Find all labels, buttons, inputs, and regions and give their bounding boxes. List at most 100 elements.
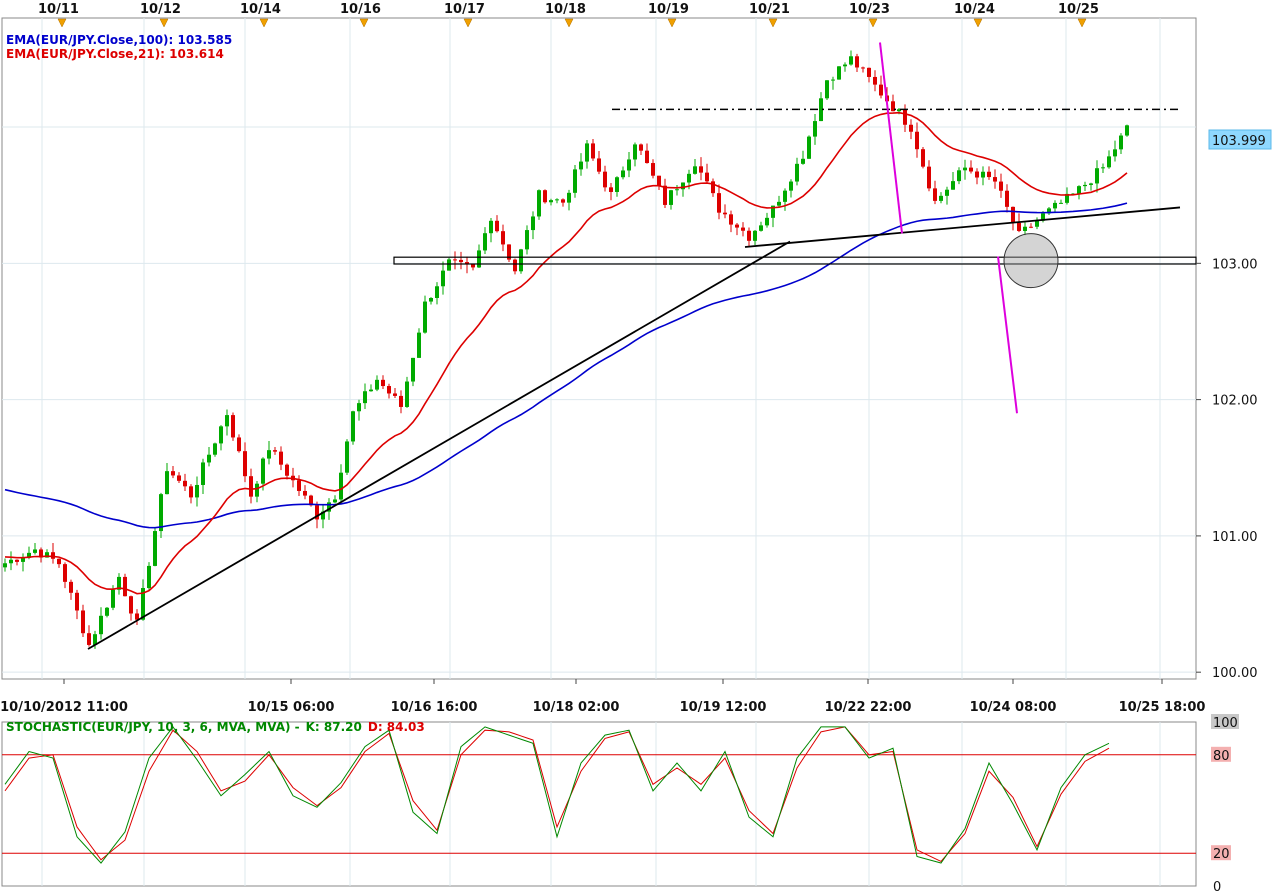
candle-up [1065,193,1069,203]
candle-down [699,166,703,173]
stochastic-panel-frame [1,721,1197,887]
candle-up [255,483,259,497]
candle-down [507,244,511,260]
pink-line-upper [879,42,903,234]
ema-21-line [4,111,1128,595]
candle-up [33,549,37,553]
top-date-marker-triangle [463,18,473,28]
candle-down [399,395,403,407]
candle-up [1083,184,1087,187]
stochastic-name: STOCHASTIC(EUR/JPY, 10, 3, 6, MVA, MVA) … [6,720,300,734]
last-price-tag: 103.999 [1208,129,1272,150]
x-tick-label: 10/25 18:00 [1119,700,1206,715]
candle-down [999,181,1003,191]
candle-down [987,171,991,178]
stochastic-level-badge [1211,878,1223,893]
candle-down [471,264,475,268]
candle-up [9,559,13,564]
grid [1,17,1197,887]
stochastic-d-line [4,726,1110,863]
candle-down [273,450,277,452]
candle-up [585,143,589,162]
candle-down [723,212,727,215]
candle-down [231,415,235,438]
candle-up [435,286,439,298]
top-date-marker-triangle [159,18,169,28]
candle-up [369,389,373,392]
candle-up [753,230,757,241]
candle-down [63,564,67,582]
candle-down [309,495,313,506]
candle-up [333,499,337,503]
candle-up [327,502,331,512]
candle-up [213,443,217,455]
candle-up [675,189,679,191]
candle-up [687,173,691,183]
candle-up [519,249,523,272]
candle-down [189,486,193,498]
candle-down [609,187,613,192]
top-date-marker-triangle [359,18,369,28]
candle-up [579,161,583,170]
candle-up [3,563,7,568]
candle-down [39,549,43,558]
candle-up [1107,156,1111,168]
candle-down [645,150,649,164]
candle-down [303,490,307,496]
x-tick-label: 10/19 12:00 [680,700,767,715]
candle-down [381,379,385,387]
candle-down [855,56,859,68]
highlight-circle [1003,233,1059,289]
candle-down [453,259,457,261]
stochastic-panel: 100 80 20 0 [2,714,1239,894]
candle-down [249,476,253,497]
candle-down [891,101,895,112]
candle-up [375,379,379,390]
candle-down [879,84,883,96]
candle-down [651,163,655,176]
x-tick-label: 10/24 08:00 [970,700,1057,715]
candle-down [501,231,505,245]
candle-up [1047,208,1051,214]
candle-down [933,188,937,201]
ema-lines [4,111,1128,595]
stochastic-k-line [4,726,1110,864]
candle-down [57,558,61,565]
top-date-marker-triangle [1077,18,1087,28]
candle-up [1101,167,1105,169]
axes: 100.00 101.00 102.00 103.00 10/10/2012 11:00… [0,257,1257,715]
candle-up [555,199,559,201]
candle-down [135,613,139,620]
candle-up [963,167,967,171]
candle-down [717,193,721,213]
y-tick-label: 100.00 [1212,666,1258,681]
candle-up [111,589,115,608]
candle-up [363,391,367,404]
candle-up [681,182,685,190]
candle-up [351,411,355,442]
x-tick-label: 10/16 16:00 [391,700,478,715]
top-date-marker-triangle [868,18,878,28]
x-tick-label: 10/22 22:00 [825,700,912,715]
x-tick-label: 10/10/2012 11:00 [0,700,128,715]
candle-up [261,458,265,484]
legend-ema100: EMA(EUR/JPY.Close,100): 103.585 [6,33,232,47]
candle-up [795,163,799,182]
candle-down [297,480,301,491]
candle-up [573,169,577,193]
candle-down [993,177,997,182]
candle-down [183,480,187,487]
top-date-marker-label: 10/14 [240,2,281,17]
candle-up [105,607,109,616]
candle-down [393,393,397,396]
last-price-value: 103.999 [1212,134,1266,149]
candle-up [153,531,157,566]
candle-down [603,171,607,188]
candle-down [657,175,661,186]
candle-up [339,472,343,500]
candle-up [345,441,349,473]
candle-up [759,225,763,231]
y-tick-label: 102.00 [1212,394,1258,409]
candle-up [1089,183,1093,185]
candle-down [123,576,127,597]
